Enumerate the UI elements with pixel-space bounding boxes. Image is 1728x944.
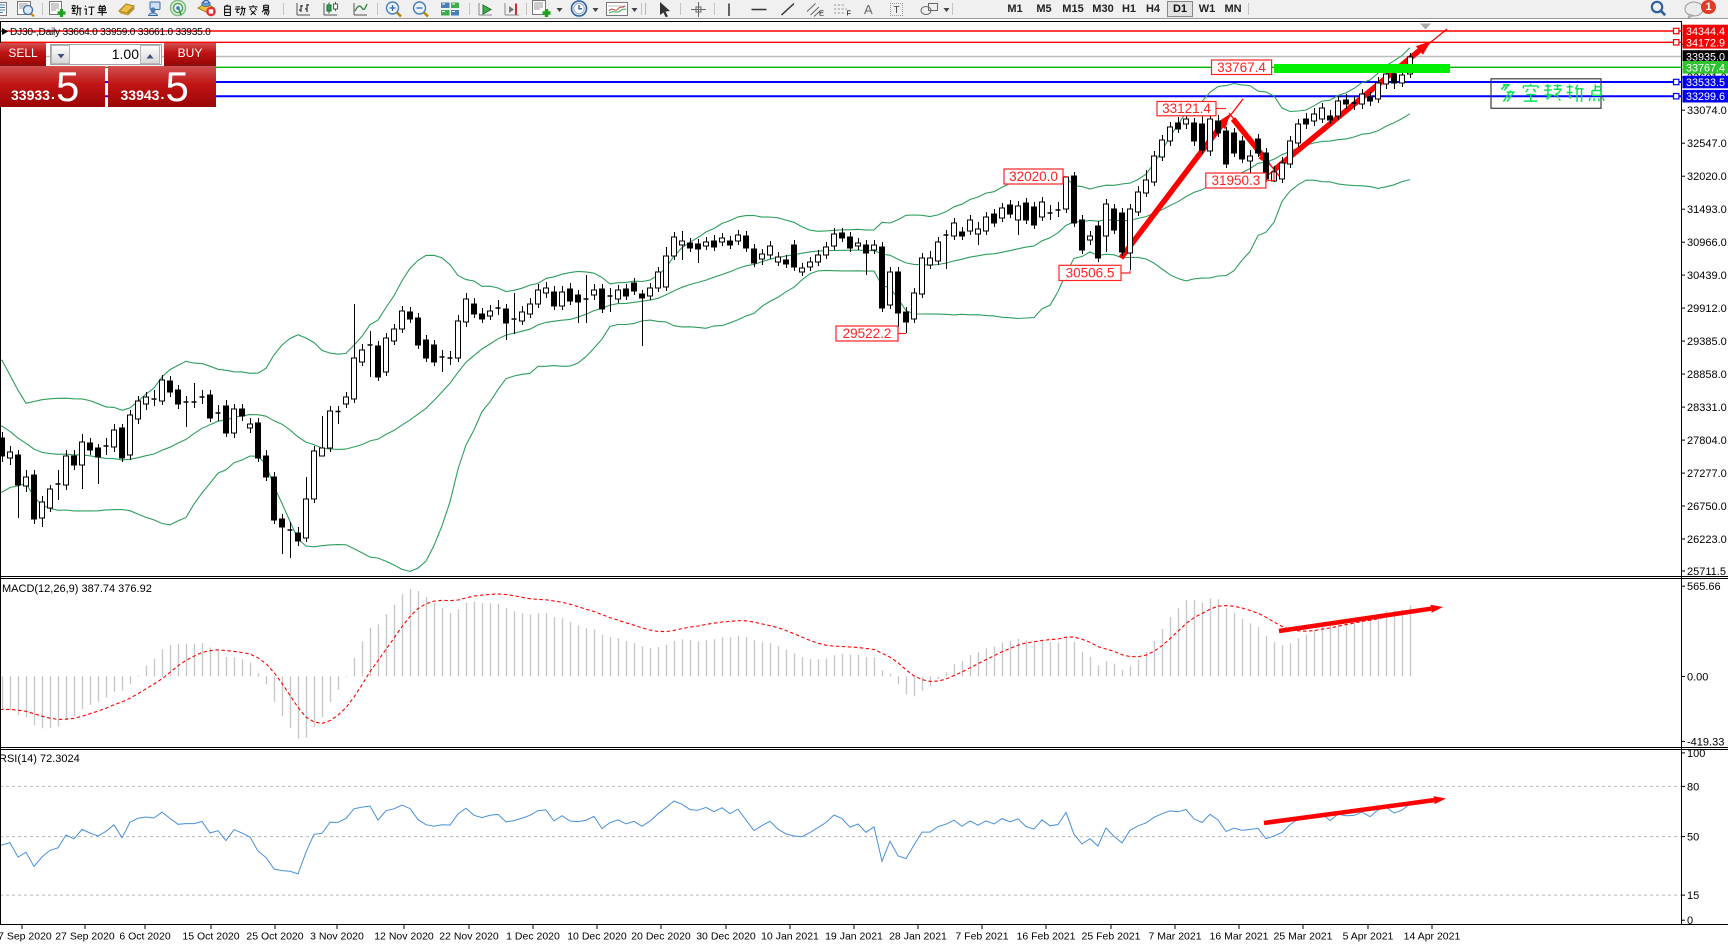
svg-text:32547.0: 32547.0	[1687, 138, 1727, 150]
svg-text:33299.6: 33299.6	[1686, 91, 1725, 103]
svg-text:14 Apr 2021: 14 Apr 2021	[1404, 931, 1461, 943]
svg-text:32020.0: 32020.0	[1009, 169, 1058, 184]
svg-text:19 Jan 2021: 19 Jan 2021	[825, 931, 883, 943]
svg-text:20 Dec 2020: 20 Dec 2020	[631, 931, 691, 943]
svg-text:26750.0: 26750.0	[1687, 501, 1727, 513]
svg-text:15 Oct 2020: 15 Oct 2020	[182, 931, 239, 943]
svg-text:15: 15	[1687, 890, 1699, 902]
svg-text:50: 50	[1687, 832, 1699, 844]
svg-text:33074.0: 33074.0	[1687, 105, 1727, 117]
svg-text:30439.0: 30439.0	[1687, 270, 1727, 282]
svg-text:27277.0: 27277.0	[1687, 468, 1727, 480]
svg-text:F: F	[847, 9, 852, 18]
svg-text:30 Dec 2020: 30 Dec 2020	[696, 931, 756, 943]
svg-text:29912.0: 29912.0	[1687, 303, 1727, 315]
svg-text:0: 0	[1687, 915, 1693, 927]
svg-text:7 Mar 2021: 7 Mar 2021	[1148, 931, 1201, 943]
svg-text:33935.0: 33935.0	[1686, 52, 1725, 64]
svg-text:22 Nov 2020: 22 Nov 2020	[439, 931, 499, 943]
svg-text:16 Mar 2021: 16 Mar 2021	[1210, 931, 1269, 943]
svg-text:25 Feb 2021: 25 Feb 2021	[1082, 931, 1141, 943]
svg-text:33121.4: 33121.4	[1162, 101, 1211, 116]
svg-text:E: E	[819, 9, 824, 18]
svg-text:28331.0: 28331.0	[1687, 402, 1727, 414]
svg-text:5 Apr 2021: 5 Apr 2021	[1343, 931, 1394, 943]
svg-text:32020.0: 32020.0	[1687, 171, 1727, 183]
svg-text:30506.5: 30506.5	[1066, 265, 1115, 280]
svg-text:33767.4: 33767.4	[1217, 60, 1266, 75]
svg-text:29522.2: 29522.2	[843, 326, 892, 341]
svg-text:31950.3: 31950.3	[1211, 173, 1260, 188]
svg-text:26223.0: 26223.0	[1687, 534, 1727, 546]
svg-text:28 Jan 2021: 28 Jan 2021	[889, 931, 947, 943]
svg-text:29385.0: 29385.0	[1687, 336, 1727, 348]
svg-text:33533.5: 33533.5	[1686, 77, 1725, 89]
svg-text:34344.4: 34344.4	[1686, 26, 1725, 38]
svg-text:80: 80	[1687, 781, 1699, 793]
svg-text:565.66: 565.66	[1687, 581, 1721, 593]
svg-text:25 Mar 2021: 25 Mar 2021	[1274, 931, 1333, 943]
svg-text:7 Feb 2021: 7 Feb 2021	[955, 931, 1008, 943]
svg-text:10 Dec 2020: 10 Dec 2020	[567, 931, 627, 943]
svg-text:MACD(12,26,9) 387.74 376.92: MACD(12,26,9) 387.74 376.92	[2, 583, 152, 595]
svg-text:6 Oct 2020: 6 Oct 2020	[119, 931, 171, 943]
svg-text:16 Feb 2021: 16 Feb 2021	[1017, 931, 1076, 943]
svg-text:12 Nov 2020: 12 Nov 2020	[374, 931, 434, 943]
svg-text:100: 100	[1687, 748, 1705, 760]
svg-text:RSI(14) 72.3024: RSI(14) 72.3024	[0, 753, 80, 765]
svg-text:27 Sep 2020: 27 Sep 2020	[55, 931, 115, 943]
svg-text:-419.33: -419.33	[1687, 736, 1724, 748]
svg-text:0.00: 0.00	[1687, 672, 1708, 684]
svg-text:25 Oct 2020: 25 Oct 2020	[246, 931, 303, 943]
svg-text:1 Dec 2020: 1 Dec 2020	[506, 931, 560, 943]
svg-text:DJ30-,Daily 33664.0 33959.0 3: DJ30-,Daily 33664.0 33959.0 33661.0 3393…	[10, 27, 211, 38]
svg-text:30966.0: 30966.0	[1687, 237, 1727, 249]
svg-text:27804.0: 27804.0	[1687, 435, 1727, 447]
svg-text:10 Jan 2021: 10 Jan 2021	[761, 931, 819, 943]
svg-text:34172.9: 34172.9	[1686, 37, 1725, 49]
svg-text:25711.5: 25711.5	[1687, 566, 1726, 578]
svg-text:28858.0: 28858.0	[1687, 369, 1727, 381]
svg-text:3 Nov 2020: 3 Nov 2020	[310, 931, 364, 943]
svg-text:31493.0: 31493.0	[1687, 204, 1727, 216]
svg-text:33767.4: 33767.4	[1686, 62, 1725, 74]
svg-text:17 Sep 2020: 17 Sep 2020	[0, 931, 52, 943]
